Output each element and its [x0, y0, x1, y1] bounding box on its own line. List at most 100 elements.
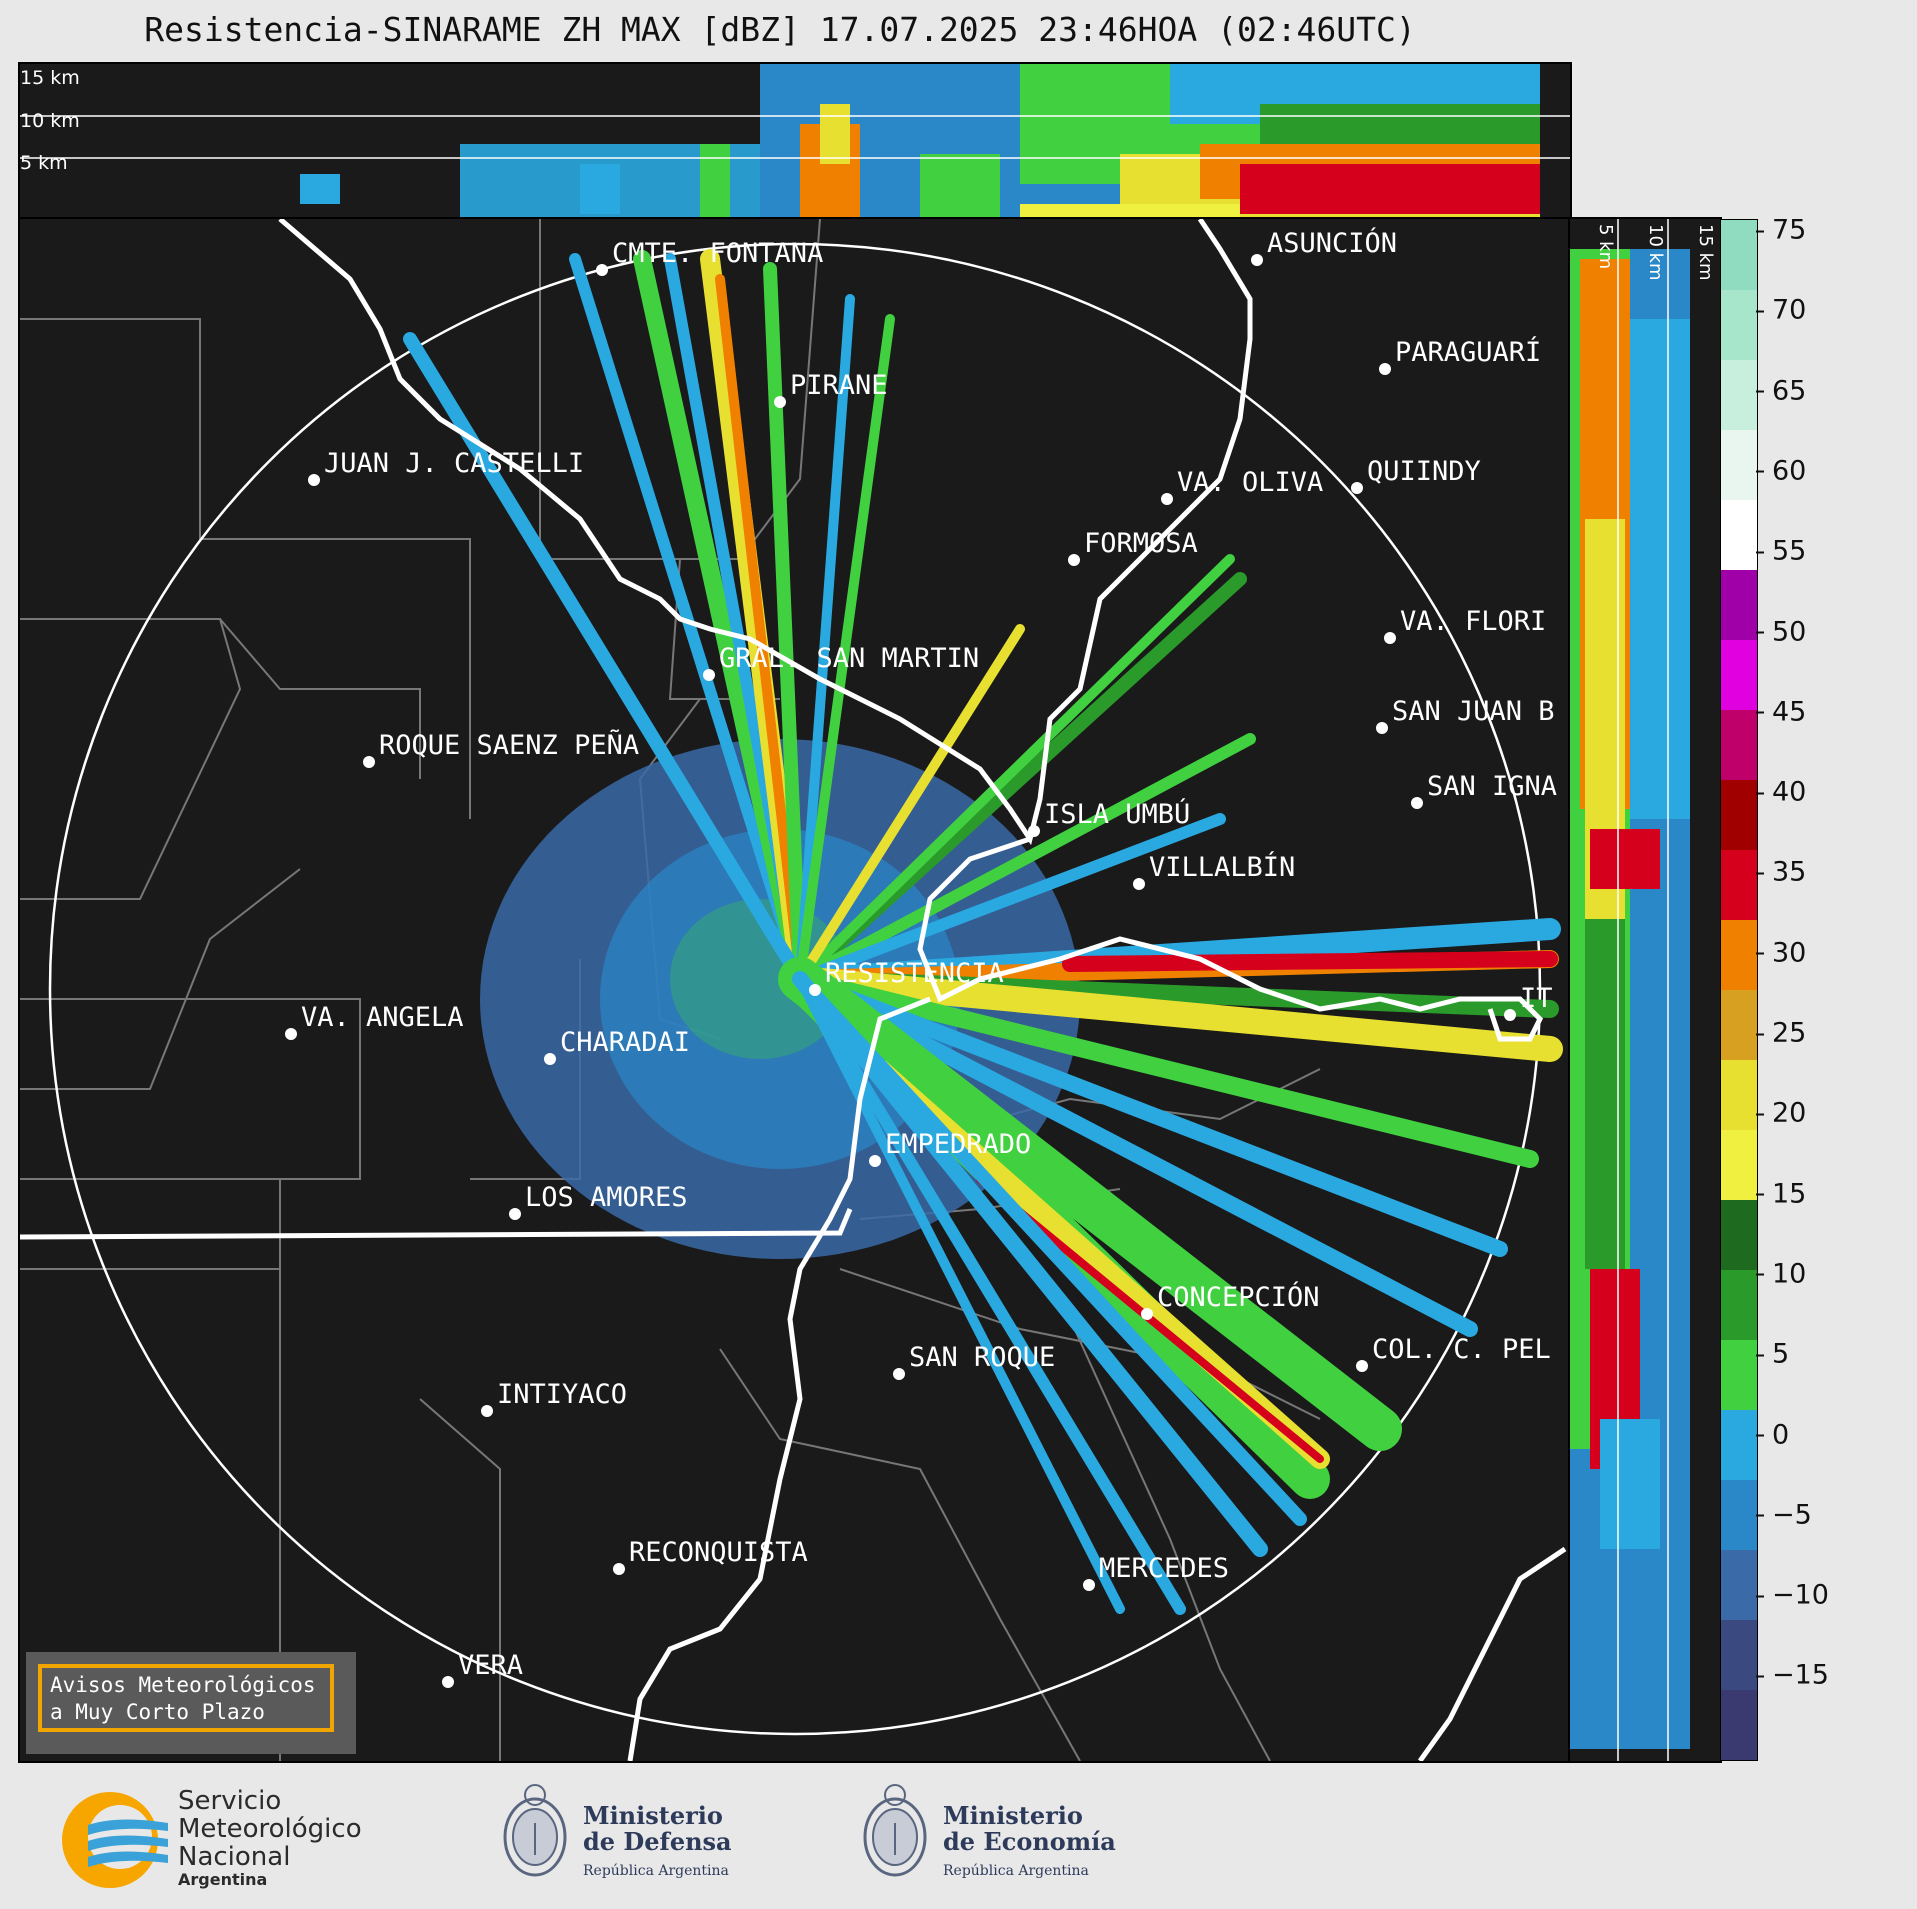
city-label: PARAGUARÍ	[1395, 337, 1542, 368]
colorbar-tick-label: 30	[1755, 937, 1806, 968]
colorbar-tick-label: 55	[1755, 536, 1806, 567]
smn-line2: Meteorológico	[178, 1814, 362, 1844]
city-marker[interactable]	[1141, 1308, 1153, 1320]
defensa-logo: Ministerio de Defensa República Argentin…	[495, 1775, 755, 1900]
defensa-line3: República Argentina	[583, 1863, 729, 1879]
colorbar-swatch	[1721, 500, 1757, 571]
colorbar-tick-label: 45	[1755, 696, 1806, 727]
colorbar-swatch	[1721, 710, 1757, 781]
colorbar-tick-label: 20	[1755, 1098, 1806, 1129]
city-marker[interactable]	[363, 756, 375, 768]
colorbar-tick-label: 5	[1755, 1339, 1789, 1370]
colorbar-swatch	[1721, 990, 1757, 1061]
city-marker[interactable]	[1028, 825, 1040, 837]
top-section-echoes	[300, 64, 1540, 219]
city-label: VILLALBÍN	[1149, 852, 1296, 883]
colorbar-tick-label: 50	[1755, 616, 1806, 647]
city-label: RESISTENCIA	[825, 958, 1004, 989]
colorbar-swatch	[1721, 1480, 1757, 1551]
city-marker[interactable]	[285, 1028, 297, 1040]
city-label: VERA	[458, 1650, 524, 1681]
city-marker[interactable]	[1083, 1579, 1095, 1591]
city-label: ISLA UMBÚ	[1044, 799, 1191, 830]
economia-line1: Ministerio	[943, 1801, 1083, 1830]
smn-logo-icon	[62, 1792, 168, 1888]
colorbar-swatch	[1721, 360, 1757, 431]
city-marker[interactable]	[1356, 1360, 1368, 1372]
city-label: QUIINDY	[1367, 456, 1481, 487]
side-label-10km: 10 km	[1645, 224, 1666, 281]
colorbar-swatch	[1721, 640, 1757, 711]
city-label: GRAL. SAN MARTIN	[719, 643, 980, 674]
city-marker[interactable]	[1384, 632, 1396, 644]
avisos-line2: a Muy Corto Plazo	[50, 1700, 265, 1724]
city-marker[interactable]	[509, 1208, 521, 1220]
city-marker[interactable]	[308, 474, 320, 486]
avisos-line1: Avisos Meteorológicos	[50, 1673, 316, 1697]
city-marker[interactable]	[1161, 493, 1173, 505]
city-marker[interactable]	[1379, 363, 1391, 375]
city-marker[interactable]	[869, 1155, 881, 1167]
colorbar-swatch	[1721, 1130, 1757, 1201]
city-label: ROQUE SAENZ PEÑA	[379, 730, 640, 761]
city-marker[interactable]	[481, 1405, 493, 1417]
smn-line1: Servicio	[178, 1786, 282, 1816]
colorbar-tick-label: 40	[1755, 777, 1806, 808]
colorbar-tick-label: −10	[1756, 1580, 1829, 1611]
colorbar-swatch	[1721, 290, 1757, 361]
colorbar-tick-label: 25	[1755, 1018, 1806, 1049]
city-marker[interactable]	[1504, 1009, 1516, 1021]
radar-map-panel[interactable]: CMTE. FONTANA ASUNCIÓN PIRANE PARAGUARÍ JUAN…	[18, 217, 1572, 1763]
city-label: ASUNCIÓN	[1267, 228, 1398, 259]
colorbar-tick-label: 15	[1755, 1178, 1806, 1209]
city-marker[interactable]	[1376, 722, 1388, 734]
economia-logo: Ministerio de Economía República Argenti…	[855, 1775, 1125, 1900]
colorbar-swatch	[1721, 1060, 1757, 1131]
coat-of-arms-icon	[863, 1784, 927, 1877]
economia-line2: de Economía	[943, 1827, 1116, 1856]
side-cross-section-panel: 5 km 10 km 15 km	[1568, 217, 1722, 1763]
city-marker[interactable]	[893, 1368, 905, 1380]
colorbar-swatch	[1721, 1620, 1757, 1691]
city-marker[interactable]	[1133, 878, 1145, 890]
city-marker[interactable]	[613, 1563, 625, 1575]
city-marker[interactable]	[1351, 482, 1363, 494]
city-marker[interactable]	[596, 264, 608, 276]
city-label: CONCEPCIÓN	[1157, 1282, 1320, 1313]
avisos-box[interactable]: Avisos Meteorológicos a Muy Corto Plazo	[26, 1652, 356, 1754]
colorbar-swatch	[1721, 850, 1757, 921]
economia-line3: República Argentina	[943, 1863, 1089, 1879]
defensa-line2: de Defensa	[583, 1827, 732, 1856]
city-label: FORMOSA	[1084, 528, 1198, 559]
city-label: SAN ROQUE	[909, 1342, 1056, 1373]
city-marker[interactable]	[544, 1053, 556, 1065]
city-marker[interactable]	[703, 669, 715, 681]
city-marker[interactable]	[1068, 554, 1080, 566]
city-marker[interactable]	[1251, 254, 1263, 266]
radar-spokes	[403, 249, 1563, 1615]
city-marker[interactable]	[1411, 797, 1423, 809]
colorbar-tick-label: 10	[1755, 1258, 1806, 1289]
top-label-5km: 5 km	[20, 152, 68, 174]
city-marker[interactable]	[774, 396, 786, 408]
colorbar-swatch	[1721, 780, 1757, 851]
colorbar-swatch	[1721, 920, 1757, 991]
colorbar-tick-label: −5	[1756, 1499, 1812, 1530]
top-cross-section-panel: 15 km 10 km 5 km	[18, 62, 1572, 221]
colorbar-tick-label: 35	[1755, 857, 1806, 888]
city-label: JUAN J. CASTELLI	[324, 448, 585, 479]
smn-line3: Nacional	[178, 1842, 291, 1872]
city-label: VA. ANGELA	[301, 1002, 464, 1033]
map-title: Resistencia-SINARAME ZH MAX [dBZ] 17.07.…	[144, 10, 1416, 49]
city-label: RECONQUISTA	[629, 1537, 808, 1568]
city-marker[interactable]	[442, 1676, 454, 1688]
colorbar-tick-label: 75	[1755, 215, 1806, 246]
city-label: SAN JUAN B	[1392, 696, 1555, 727]
city-marker[interactable]	[809, 984, 821, 996]
city-label: PIRANE	[790, 370, 888, 401]
city-label: MERCEDES	[1099, 1553, 1230, 1584]
colorbar-swatch	[1721, 220, 1757, 291]
colorbar-swatch	[1721, 430, 1757, 501]
radar-range-ring	[48, 242, 1542, 1736]
colorbar-tick-label: 60	[1755, 455, 1806, 486]
